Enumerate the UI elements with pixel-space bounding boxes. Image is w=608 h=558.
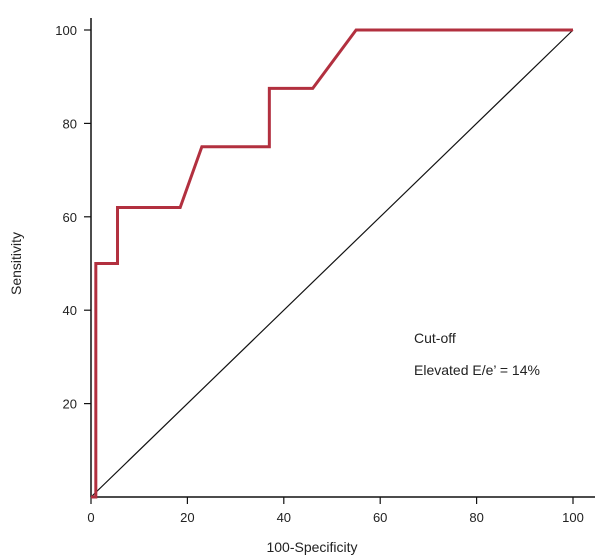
y-tick-label: 20 <box>63 397 77 412</box>
roc-curve-line <box>91 28 573 499</box>
y-tick-label: 60 <box>63 210 77 225</box>
y-axis-label: Sensitivity <box>8 232 24 295</box>
x-tick-label: 40 <box>277 510 291 525</box>
y-tick-label: 100 <box>55 23 77 38</box>
x-tick-label: 60 <box>373 510 387 525</box>
reference-diagonal-line <box>90 29 574 498</box>
x-axis-label: 100-Specificity <box>266 539 357 555</box>
x-tick-label: 100 <box>562 510 584 525</box>
x-ticks: 0 20 40 60 80 100 <box>87 497 584 525</box>
annotation-elevated-ee: Elevated E/e’ = 14% <box>414 362 540 378</box>
y-ticks: 20 40 60 80 100 <box>55 23 91 412</box>
x-tick-label: 0 <box>87 510 94 525</box>
y-tick-label: 80 <box>63 116 77 131</box>
axes <box>90 18 595 498</box>
series-layer <box>90 28 574 499</box>
y-tick-label: 40 <box>63 303 77 318</box>
annotation-cutoff: Cut-off <box>414 330 456 346</box>
x-tick-label: 20 <box>180 510 194 525</box>
x-tick-label: 80 <box>469 510 483 525</box>
